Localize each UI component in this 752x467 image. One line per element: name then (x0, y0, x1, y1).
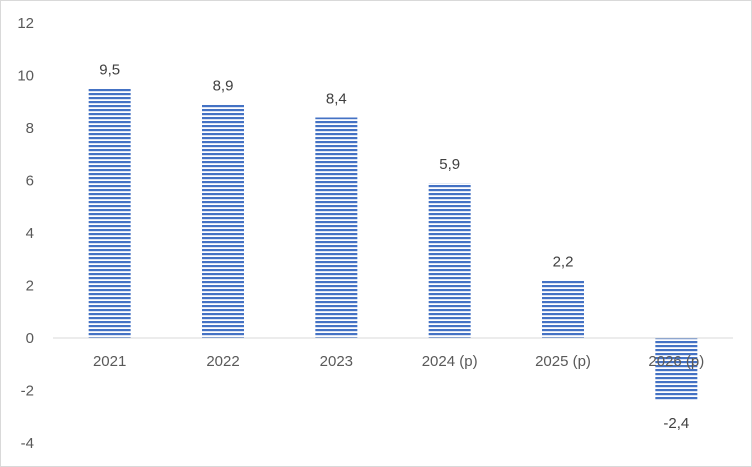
data-label: 5,9 (439, 156, 460, 173)
bar (315, 117, 358, 338)
y-tick-label: 10 (17, 68, 34, 85)
x-tick-label: 2023 (320, 353, 353, 370)
y-tick-label: -4 (21, 435, 34, 452)
y-tick-label: -2 (21, 383, 34, 400)
x-tick-label: 2026 (p) (648, 353, 704, 370)
x-tick-label: 2021 (93, 353, 126, 370)
data-label: 8,4 (326, 91, 347, 108)
y-tick-label: 8 (26, 120, 34, 137)
x-tick-label: 2024 (p) (422, 353, 478, 370)
y-tick-label: 0 (26, 330, 34, 347)
x-tick-label: 2022 (206, 353, 239, 370)
bar (88, 88, 131, 338)
y-tick-label: 2 (26, 278, 34, 295)
bar (428, 183, 471, 338)
y-tick-label: 4 (26, 225, 34, 242)
bar (542, 280, 584, 338)
data-label: 9,5 (99, 62, 120, 79)
bar (655, 338, 698, 401)
data-label: 2,2 (553, 253, 574, 270)
bar (202, 104, 244, 338)
data-label: -2,4 (663, 415, 689, 432)
x-tick-label: 2025 (p) (535, 353, 591, 370)
data-label: 8,9 (213, 77, 234, 94)
y-tick-label: 12 (17, 15, 34, 32)
y-tick-label: 6 (26, 173, 34, 190)
